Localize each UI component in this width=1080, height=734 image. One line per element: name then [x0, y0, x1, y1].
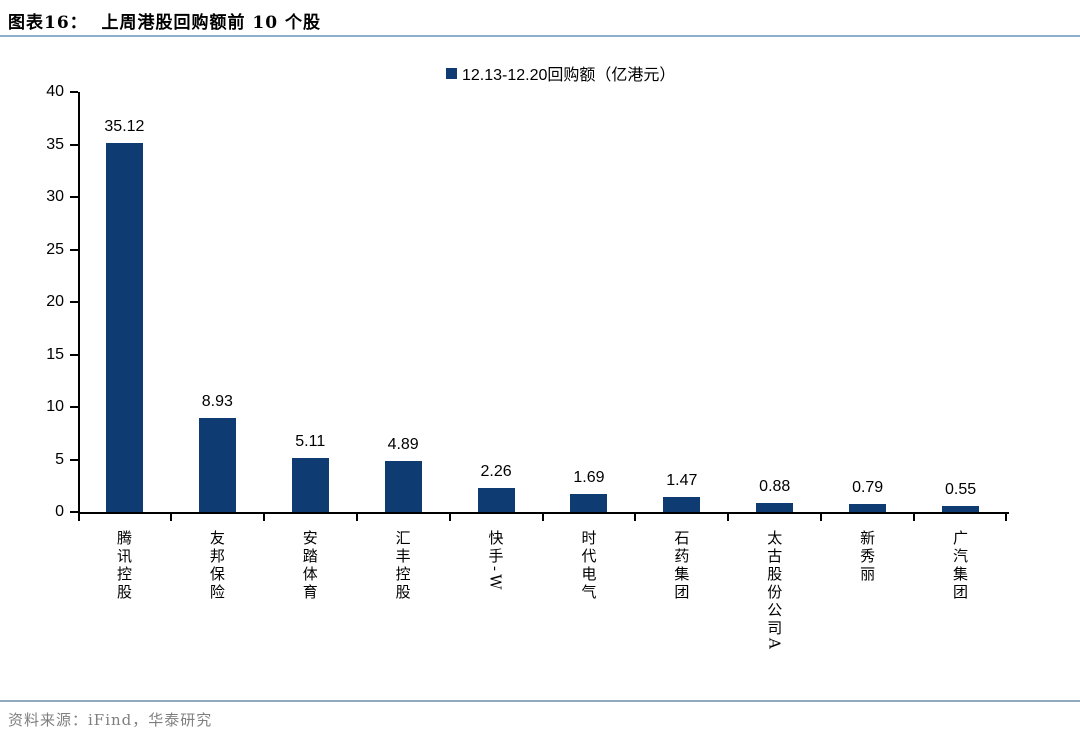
bar: [291, 458, 329, 512]
x-tick-label: 石药集团: [672, 530, 691, 602]
x-axis-tick: [169, 512, 172, 521]
bar: [942, 506, 980, 512]
x-axis-tick: [448, 512, 451, 521]
legend-swatch-icon: [446, 67, 457, 79]
x-tick-label: 安踏体育: [300, 530, 319, 602]
y-axis-tick: [70, 406, 78, 408]
legend: 12.13-12.20回购额（亿港元）: [446, 61, 675, 85]
y-axis-tick: [70, 458, 78, 461]
legend-label: 12.13-12.20回购额（亿港元）: [462, 67, 676, 84]
plot-area: 0 5 10 15 20 25 30 35 40 35.12 腾讯控股 8.93 友邦保险 5.11 安踏体…: [46, 83, 1009, 652]
bar-value-label: 4.89: [387, 435, 419, 453]
y-axis-tick-label: 10: [46, 398, 64, 415]
x-axis-tick: [634, 512, 637, 521]
bar-value-label: 5.11: [295, 433, 326, 451]
bar-value-label: 0.79: [852, 478, 884, 496]
x-axis-tick: [355, 512, 358, 521]
x-axis-tick: [541, 512, 544, 521]
bar: [477, 488, 515, 512]
bar: [105, 143, 143, 512]
bar: [570, 494, 608, 512]
y-axis-tick-label: 20: [46, 293, 64, 310]
source-note: 资料来源：iFind，华泰研究: [8, 711, 213, 729]
bar-value-label: 35.12: [104, 118, 145, 136]
bar-value-label: 0.88: [759, 477, 791, 495]
x-tick-label: 广汽集团: [951, 530, 970, 602]
x-tick-label: 新秀丽: [858, 530, 877, 584]
bar: [384, 460, 422, 512]
y-axis-tick: [70, 143, 78, 146]
bar-value-label: 8.93: [201, 393, 233, 411]
y-axis-tick-label: 25: [46, 240, 64, 258]
bar-value-label: 1.47: [666, 471, 698, 489]
x-axis-line: [78, 512, 1009, 514]
x-axis-tick: [727, 512, 730, 521]
y-axis-tick: [70, 301, 78, 303]
footer-divider: [0, 700, 1080, 702]
bar-value-label: 0.55: [944, 481, 977, 499]
x-tick-label: 太古股份公司A: [765, 530, 784, 652]
x-tick-label: 友邦保险: [207, 530, 226, 602]
y-axis-tick-label: 15: [46, 345, 64, 363]
y-axis-tick-label: 35: [46, 135, 64, 153]
figure-title: 图表16： 上周港股回购额前 10 个股: [8, 13, 321, 33]
x-axis-tick: [262, 512, 265, 521]
bar: [663, 496, 701, 512]
bar-value-label: 1.69: [573, 469, 605, 487]
y-axis-tick: [70, 91, 78, 93]
x-axis-tick: [78, 512, 80, 521]
y-axis-tick: [70, 511, 78, 513]
x-tick-label: 腾讯控股: [114, 530, 133, 602]
bar: [849, 503, 887, 512]
x-tick-label: 快手-W: [486, 530, 505, 593]
y-axis-tick: [70, 353, 78, 356]
bar: [198, 418, 236, 512]
x-tick-label: 汇丰控股: [393, 530, 412, 602]
y-axis-tick-label: 5: [55, 450, 64, 468]
x-axis-tick: [1005, 512, 1007, 521]
y-axis-tick-label: 30: [46, 188, 64, 205]
bar-value-label: 2.26: [480, 463, 512, 481]
y-axis-tick: [70, 196, 78, 198]
y-axis-tick-label: 0: [55, 503, 64, 520]
y-axis-line: [78, 92, 80, 514]
x-axis-tick: [913, 512, 916, 521]
y-axis-tick: [70, 248, 78, 251]
x-axis-tick: [820, 512, 823, 521]
bar: [756, 502, 794, 512]
title-divider: [0, 35, 1080, 37]
y-axis-tick-label: 40: [46, 83, 64, 100]
x-tick-label: 时代电气: [579, 530, 598, 602]
